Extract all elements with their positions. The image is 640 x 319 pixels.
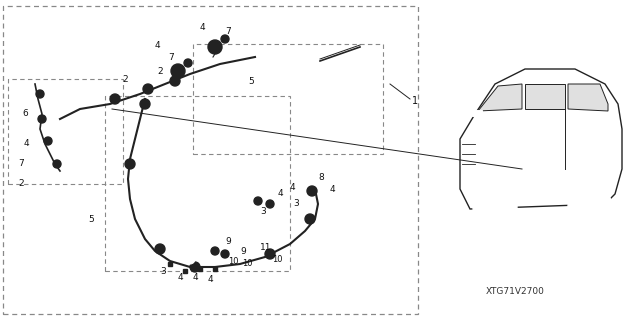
Text: 4: 4 bbox=[178, 272, 184, 281]
PathPatch shape bbox=[525, 84, 565, 109]
Text: 4: 4 bbox=[330, 184, 335, 194]
Circle shape bbox=[221, 35, 229, 43]
Bar bbox=[105, 96, 290, 271]
Circle shape bbox=[125, 159, 135, 169]
Text: 10: 10 bbox=[228, 256, 239, 265]
Circle shape bbox=[254, 197, 262, 205]
Circle shape bbox=[184, 59, 192, 67]
Text: 6: 6 bbox=[22, 109, 28, 118]
Text: 4: 4 bbox=[155, 41, 161, 49]
Text: 9: 9 bbox=[240, 247, 246, 256]
Bar bbox=[330, 66, 352, 75]
PathPatch shape bbox=[478, 84, 522, 111]
Text: 3: 3 bbox=[160, 266, 166, 276]
Text: 7: 7 bbox=[168, 53, 173, 62]
Text: 9: 9 bbox=[225, 236, 231, 246]
Text: 4: 4 bbox=[24, 139, 29, 149]
Circle shape bbox=[171, 64, 185, 78]
Text: 7: 7 bbox=[225, 26, 231, 35]
Text: 3: 3 bbox=[260, 206, 266, 216]
Circle shape bbox=[170, 249, 180, 259]
Text: 10: 10 bbox=[242, 259, 253, 269]
Circle shape bbox=[155, 244, 165, 254]
Circle shape bbox=[582, 199, 598, 215]
Circle shape bbox=[568, 185, 612, 229]
Bar bbox=[193, 44, 383, 154]
Bar bbox=[3, 6, 418, 314]
Bar bbox=[198, 267, 202, 271]
Bar bbox=[8, 79, 123, 184]
Circle shape bbox=[195, 246, 205, 256]
Text: 2: 2 bbox=[122, 75, 127, 84]
Circle shape bbox=[140, 99, 150, 109]
Circle shape bbox=[185, 254, 195, 264]
Circle shape bbox=[265, 249, 275, 259]
Text: XTG71V2700: XTG71V2700 bbox=[486, 286, 545, 295]
Text: 4: 4 bbox=[278, 189, 284, 198]
Text: 7: 7 bbox=[18, 160, 24, 168]
Circle shape bbox=[473, 185, 517, 229]
Circle shape bbox=[36, 90, 44, 98]
Text: 4: 4 bbox=[208, 275, 214, 284]
Circle shape bbox=[190, 262, 200, 272]
Circle shape bbox=[143, 84, 153, 94]
Circle shape bbox=[170, 76, 180, 86]
Circle shape bbox=[208, 40, 222, 54]
Bar bbox=[472, 110, 482, 116]
Bar bbox=[183, 269, 187, 273]
Text: 3: 3 bbox=[293, 199, 299, 209]
Text: 4: 4 bbox=[290, 182, 296, 191]
PathPatch shape bbox=[568, 84, 608, 111]
Circle shape bbox=[110, 94, 120, 104]
Text: 1: 1 bbox=[412, 96, 418, 106]
Circle shape bbox=[38, 115, 46, 123]
Circle shape bbox=[487, 199, 503, 215]
Text: 5: 5 bbox=[248, 77, 253, 85]
Circle shape bbox=[211, 247, 219, 255]
Bar bbox=[168, 262, 172, 266]
Circle shape bbox=[307, 186, 317, 196]
Circle shape bbox=[44, 137, 52, 145]
Text: 2: 2 bbox=[18, 180, 24, 189]
PathPatch shape bbox=[460, 69, 622, 209]
Circle shape bbox=[250, 239, 260, 249]
Text: 2: 2 bbox=[157, 66, 163, 76]
Circle shape bbox=[221, 250, 229, 258]
Circle shape bbox=[293, 192, 303, 202]
Circle shape bbox=[53, 160, 61, 168]
Text: 8: 8 bbox=[318, 173, 324, 182]
Bar bbox=[213, 267, 217, 271]
Text: 11: 11 bbox=[260, 242, 271, 251]
Text: 4: 4 bbox=[193, 272, 198, 281]
Text: 5: 5 bbox=[88, 214, 93, 224]
Circle shape bbox=[266, 200, 274, 208]
Text: 4: 4 bbox=[200, 23, 205, 32]
Text: 10: 10 bbox=[272, 255, 282, 263]
Circle shape bbox=[305, 214, 315, 224]
